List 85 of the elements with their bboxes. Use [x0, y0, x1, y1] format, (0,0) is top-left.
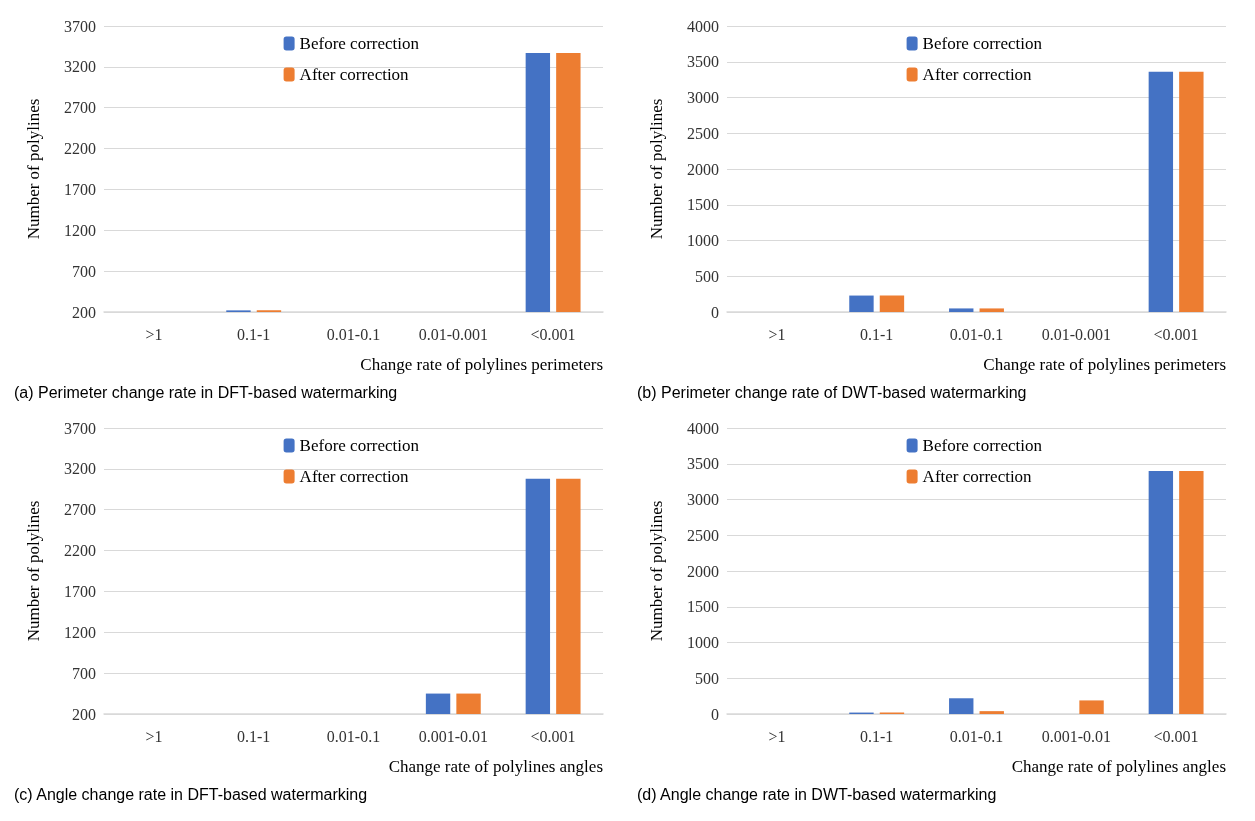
legend-label: After correction [299, 65, 410, 84]
y-tick-label: 3200 [64, 460, 96, 478]
y-tick-label: 3700 [64, 17, 96, 35]
y-axis-title: Number of polylines [24, 98, 43, 240]
y-tick-label: 2500 [687, 124, 719, 142]
y-tick-label: 1700 [64, 180, 96, 198]
y-tick-label: 700 [72, 262, 96, 280]
legend-label: After correction [922, 65, 1033, 84]
y-tick-label: 4000 [687, 419, 719, 437]
y-tick-label: 0 [711, 303, 719, 321]
y-tick-label: 1200 [64, 623, 96, 641]
bar [849, 295, 874, 312]
bar [979, 308, 1004, 312]
y-tick-label: 2000 [687, 160, 719, 178]
bar [1079, 700, 1104, 714]
y-tick-label: 700 [72, 664, 96, 682]
y-tick-label: 3000 [687, 491, 719, 508]
legend-label: After correction [922, 467, 1033, 486]
legend-label: Before correction [922, 34, 1043, 53]
x-axis-title: Change rate of polylines perimeters [983, 355, 1226, 374]
y-tick-label: 2200 [64, 542, 96, 560]
x-tick-label: >1 [145, 727, 163, 745]
y-tick-label: 1500 [687, 598, 719, 616]
y-tick-label: 200 [72, 303, 96, 321]
y-tick-label: 2700 [64, 501, 96, 519]
legend-label: After correction [299, 467, 410, 486]
y-tick-label: 500 [695, 267, 719, 285]
text: (c) Angle change rate in DFT-based watermarking [14, 785, 368, 803]
bar [979, 711, 1004, 714]
y-tick-label: 1700 [64, 582, 96, 600]
text: (d) Angle change rate in DWT-based watermarking [637, 785, 997, 803]
y-axis-title: Number of polylines [647, 500, 666, 642]
x-tick-label: >1 [145, 325, 163, 343]
x-tick-label: <0.001 [1153, 325, 1199, 343]
x-tick-label: 0.01-0.1 [326, 727, 381, 745]
y-tick-label: 0 [711, 705, 719, 723]
x-tick-label: >1 [768, 727, 786, 745]
x-axis-title: Change rate of polylines angles [1011, 757, 1226, 776]
y-axis-title: Number of polylines [647, 98, 666, 240]
bar [879, 295, 905, 312]
legend-label: Before correction [299, 436, 420, 455]
x-tick-label: 0.001-0.01 [1041, 727, 1111, 745]
y-tick-label: 1500 [687, 196, 719, 214]
bar [1148, 470, 1174, 714]
x-tick-label: 0.01-0.1 [949, 727, 1004, 745]
y-axis-title: Number of polylines [24, 500, 43, 642]
y-tick-label: 2700 [64, 99, 96, 117]
x-tick-label: <0.001 [530, 727, 576, 745]
y-tick-label: 2200 [64, 140, 96, 158]
y-tick-label: 1000 [687, 634, 719, 651]
y-tick-label: 1000 [687, 232, 719, 249]
legend-label: Before correction [922, 436, 1043, 455]
x-tick-label: 0.1-1 [860, 325, 894, 343]
y-tick-label: 3200 [64, 58, 96, 76]
x-tick-label: 0.01-0.001 [1041, 325, 1111, 343]
x-tick-label: 0.01-0.001 [418, 325, 488, 343]
y-tick-label: 1200 [64, 221, 96, 239]
legend-label: Before correction [299, 34, 420, 53]
bar [1148, 71, 1174, 312]
x-tick-label: <0.001 [530, 325, 576, 343]
y-tick-label: 2000 [687, 562, 719, 580]
bar [949, 308, 974, 312]
x-tick-label: 0.01-0.1 [949, 325, 1004, 343]
y-tick-label: 500 [695, 669, 719, 687]
text: (b) Perimeter change rate of DWT-based watermarking [637, 383, 1027, 401]
x-tick-label: 0.1-1 [237, 325, 271, 343]
y-tick-label: 3500 [687, 53, 719, 71]
y-tick-label: 3000 [687, 89, 719, 106]
y-tick-label: 4000 [687, 17, 719, 35]
bar [949, 698, 974, 714]
text: (a) Perimeter change rate in DFT-based watermarking [14, 383, 398, 401]
x-tick-label: 0.1-1 [237, 727, 271, 745]
y-tick-label: 200 [72, 705, 96, 723]
x-axis-title: Change rate of polylines perimeters [360, 355, 603, 374]
x-tick-label: 0.01-0.1 [326, 325, 381, 343]
x-tick-label: <0.001 [1153, 727, 1199, 745]
bar [1179, 470, 1204, 714]
x-axis-title: Change rate of polylines angles [388, 757, 603, 776]
x-tick-label: 0.001-0.01 [418, 727, 488, 745]
x-tick-label: >1 [768, 325, 786, 343]
y-tick-label: 2500 [687, 526, 719, 544]
x-tick-label: 0.1-1 [860, 727, 894, 745]
y-tick-label: 3700 [64, 419, 96, 437]
y-tick-label: 3500 [687, 455, 719, 473]
bar [1179, 71, 1204, 312]
